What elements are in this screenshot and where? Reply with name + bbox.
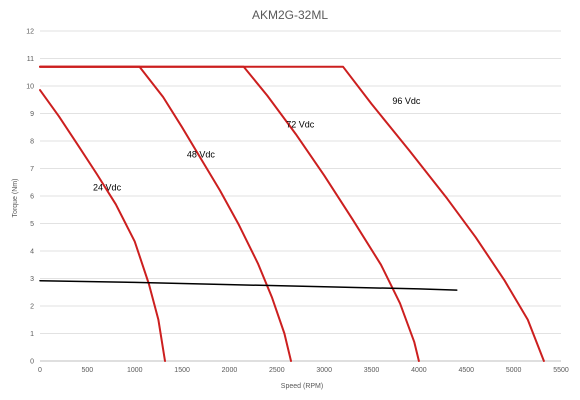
y-tick-label: 11 (27, 56, 34, 63)
y-tick-label: 9 (30, 111, 34, 118)
series-label-96-vdc: 96 Vdc (392, 96, 421, 106)
x-tick-label: 3000 (316, 367, 332, 374)
series-line-96-vdc (39, 65, 545, 362)
series-line-4 (39, 279, 458, 291)
x-tick-label: 1500 (174, 367, 190, 374)
y-tick-label: 0 (30, 359, 34, 366)
series-layer (39, 65, 545, 362)
y-tick-label: 12 (26, 29, 34, 36)
x-tick-label: 2500 (269, 367, 285, 374)
y-tick-label: 6 (30, 194, 34, 201)
x-tick-label: 5500 (553, 367, 569, 374)
series-label-48-vdc: 48 Vdc (187, 150, 216, 160)
y-axis-title: Torque (Nm) (12, 179, 19, 218)
x-tick-label: 1000 (127, 367, 143, 374)
y-tick-label: 8 (30, 139, 34, 146)
x-tick-label: 4000 (411, 367, 427, 374)
series-line-72-vdc (39, 65, 420, 362)
y-tick-label: 4 (30, 249, 34, 256)
x-tick-label: 3500 (364, 367, 380, 374)
x-tick-label: 500 (82, 367, 94, 374)
y-tick-label: 3 (30, 276, 34, 283)
y-tick-label: 2 (30, 304, 34, 311)
y-tick-label: 1 (30, 331, 34, 338)
series-line-48-vdc (39, 65, 292, 362)
y-tick-label: 7 (30, 166, 34, 173)
grid-layer (40, 30, 561, 334)
series-label-24-vdc: 24 Vdc (93, 183, 122, 193)
x-tick-label: 4500 (458, 367, 474, 374)
label-layer: 24 Vdc 48 Vdc 72 Vdc 96 Vdc (93, 96, 421, 193)
x-axis-title: Speed (RPM) (281, 383, 323, 390)
series-line-24-vdc (39, 89, 166, 362)
chart-title: AKM2G-32ML (252, 8, 328, 22)
x-tick-label: 2000 (222, 367, 238, 374)
x-tick-label: 0 (38, 367, 42, 374)
series-label-72-vdc: 72 Vdc (286, 119, 315, 129)
y-tick-label: 5 (30, 221, 34, 228)
y-tick-label: 10 (26, 84, 34, 91)
x-tick-label: 5000 (506, 367, 522, 374)
